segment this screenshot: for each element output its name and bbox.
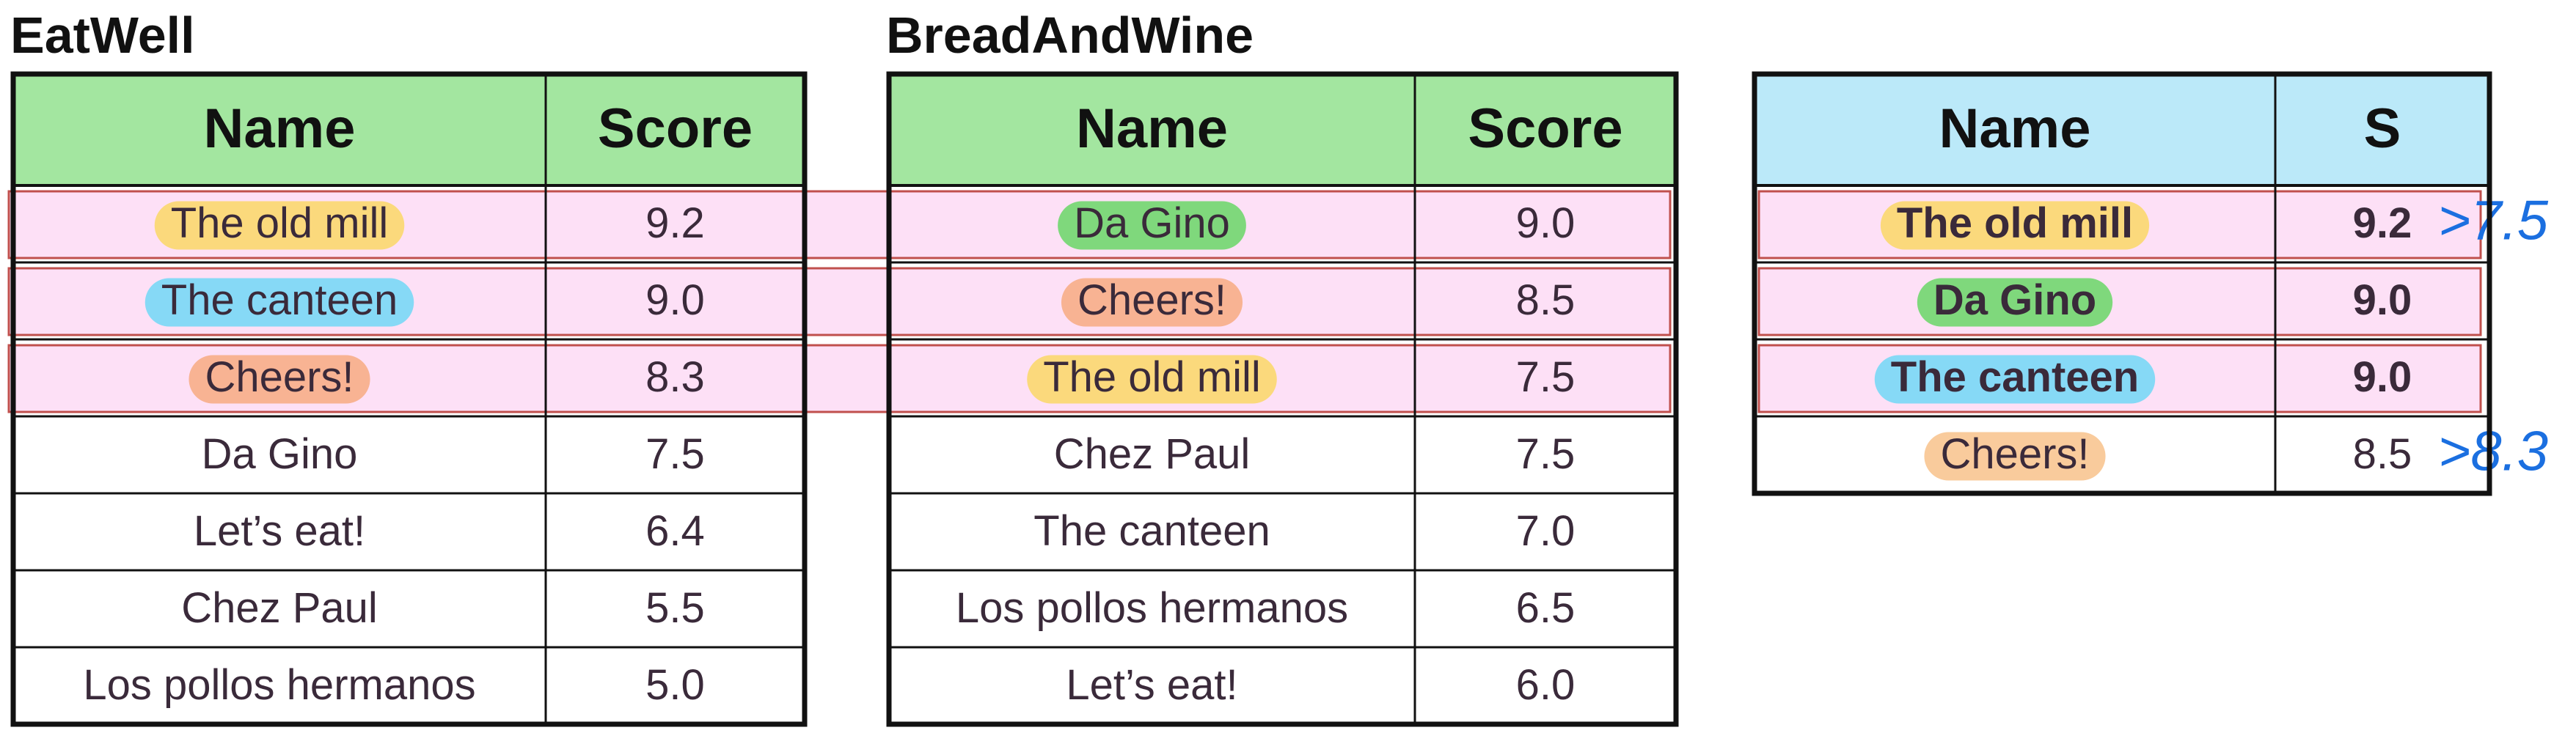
name-cell: Da Gino — [202, 430, 358, 478]
name-cell: Let’s eat! — [194, 507, 365, 555]
name-pill — [144, 278, 414, 327]
table-border — [886, 71, 1679, 727]
name-pill — [1027, 355, 1277, 404]
score-cell: 8.3 — [645, 353, 705, 401]
header-bg — [889, 74, 1676, 185]
header-cell: Name — [1076, 97, 1228, 160]
score-cell: 9.0 — [1516, 199, 1576, 247]
score-cell: 6.4 — [645, 507, 705, 555]
score-cell: 9.0 — [2353, 353, 2412, 401]
score-cell: 9.0 — [2353, 276, 2412, 324]
name-cell: The old mill — [1043, 353, 1261, 401]
score-cell: 7.0 — [1516, 507, 1576, 555]
score-cell: 9.2 — [2353, 199, 2412, 247]
table-border — [1752, 71, 2492, 496]
score-cell: 6.0 — [1516, 661, 1576, 709]
name-cell: The canteen — [161, 276, 398, 324]
highlight-band — [1757, 267, 2482, 336]
header-cell: Score — [598, 97, 753, 160]
score-cell: 9.2 — [645, 199, 705, 247]
score-cell: 8.5 — [1516, 276, 1576, 324]
name-cell: The old mill — [171, 199, 389, 247]
table-border — [10, 71, 808, 727]
score-cell: 8.5 — [2353, 430, 2412, 478]
name-cell: Cheers! — [1940, 430, 2089, 478]
header-cell: Name — [204, 97, 356, 160]
handwritten-note: >8.3 — [2438, 421, 2548, 483]
name-cell: Let’s eat! — [1066, 661, 1237, 709]
name-cell: Chez Paul — [181, 584, 378, 632]
score-cell: 9.0 — [645, 276, 705, 324]
table-title: EatWell — [10, 7, 195, 64]
name-cell: Los pollos hermanos — [956, 584, 1348, 632]
header-bg — [13, 74, 805, 185]
name-pill — [1061, 278, 1243, 327]
name-cell: Los pollos hermanos — [83, 661, 475, 709]
name-pill — [1917, 278, 2113, 327]
header-cell: S — [2364, 97, 2401, 160]
name-cell: The canteen — [1891, 353, 2139, 401]
name-cell: The canteen — [1033, 507, 1270, 555]
name-cell: Da Gino — [1933, 276, 2096, 324]
name-cell: Cheers! — [1077, 276, 1226, 324]
name-cell: Da Gino — [1074, 199, 1230, 247]
score-cell: 7.5 — [645, 430, 705, 478]
score-cell: 7.5 — [1516, 430, 1576, 478]
name-cell: The old mill — [1897, 199, 2133, 247]
score-cell: 5.5 — [645, 584, 705, 632]
name-cell: Cheers! — [205, 353, 354, 401]
score-cell: 6.5 — [1516, 584, 1576, 632]
score-cell: 7.5 — [1516, 353, 1576, 401]
name-pill — [154, 201, 405, 250]
handwritten-note: >7.5 — [2438, 190, 2549, 252]
header-bg — [1754, 74, 2489, 185]
name-pill — [1924, 432, 2106, 481]
header-cell: Score — [1468, 97, 1622, 160]
name-pill — [1874, 355, 2156, 404]
name-pill — [189, 355, 370, 404]
name-pill — [1058, 201, 1246, 250]
name-cell: Chez Paul — [1054, 430, 1251, 478]
name-pill — [1880, 201, 2150, 250]
header-cell: Name — [1939, 97, 2091, 160]
score-cell: 5.0 — [645, 661, 705, 709]
table-title: BreadAndWine — [886, 7, 1254, 64]
